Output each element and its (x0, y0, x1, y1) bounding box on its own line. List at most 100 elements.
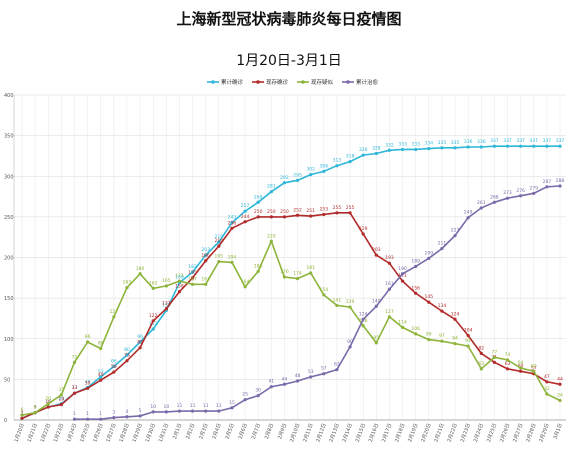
data-point (190, 282, 195, 286)
data-point (427, 337, 431, 342)
x-tick-label: 2月20日 (420, 423, 432, 443)
data-label: 64 (518, 360, 524, 366)
x-tick-label: 1月21日 (27, 423, 39, 443)
data-label: 4 (126, 409, 129, 415)
data-label: 182 (188, 264, 197, 270)
data-label: 167 (201, 276, 210, 282)
data-label: 328 (372, 146, 381, 152)
y-tick-label: 50 (4, 377, 10, 383)
data-point (256, 200, 260, 204)
data-point (33, 411, 37, 415)
data-point (400, 147, 405, 152)
data-label: 24 (557, 393, 563, 399)
data-label: 41 (268, 379, 274, 385)
data-label: 337 (516, 138, 525, 144)
data-label: 250 (254, 209, 263, 215)
data-point (309, 173, 313, 177)
data-label: 112 (149, 321, 158, 327)
data-label: 141 (333, 297, 342, 303)
data-point (243, 220, 247, 224)
data-label: 127 (385, 309, 394, 315)
data-point (414, 291, 418, 295)
x-tick-label: 1月29日 (132, 423, 144, 443)
data-label: 15 (229, 400, 235, 406)
data-label: 97 (439, 333, 445, 339)
data-point (295, 277, 300, 281)
data-label: 114 (398, 319, 407, 325)
data-point (335, 368, 339, 372)
data-point (256, 215, 260, 219)
data-label: 62 (334, 362, 340, 368)
data-label: 313 (333, 158, 342, 164)
data-label: 33 (72, 385, 78, 391)
data-label: 250 (280, 209, 289, 215)
data-label: 195 (215, 254, 224, 260)
x-tick-label: 2月28日 (525, 423, 537, 443)
data-label: 295 (293, 172, 302, 178)
x-tick-label: 2月1日 (172, 423, 183, 440)
data-label: 183 (254, 263, 263, 269)
data-point (453, 233, 457, 238)
data-point (243, 285, 247, 289)
x-tick-label: 2月25日 (486, 423, 498, 443)
data-point (440, 339, 444, 343)
data-label: 158 (175, 284, 184, 290)
data-point (335, 164, 339, 168)
data-label: 287 (543, 179, 552, 185)
data-label: 219 (215, 234, 224, 240)
data-point (414, 332, 418, 336)
data-label: 181 (306, 265, 315, 271)
data-point (427, 300, 431, 304)
data-label: 167 (188, 276, 197, 282)
data-point (374, 341, 378, 345)
legend-label: 现存确诊 (266, 78, 289, 86)
data-point (453, 342, 457, 346)
legend-marker (301, 80, 305, 84)
data-point (348, 345, 352, 349)
data-point (322, 169, 326, 173)
data-label: 60 (531, 363, 537, 369)
data-point (466, 216, 470, 220)
data-point (479, 206, 483, 210)
data-point (72, 391, 77, 395)
data-point (348, 211, 352, 215)
x-tick-label: 2月15日 (355, 423, 367, 443)
x-tick-label: 2月2日 (185, 423, 196, 440)
data-label: 63 (478, 361, 484, 367)
data-point (269, 385, 273, 389)
data-label: 96 (137, 334, 143, 340)
data-label: 281 (267, 184, 276, 190)
data-point (558, 398, 562, 403)
data-label: 9 (34, 405, 37, 411)
x-tick-label: 2月23日 (460, 423, 472, 443)
data-label: 9 (34, 405, 37, 411)
data-label: 95 (373, 335, 379, 341)
data-label: 11 (203, 403, 209, 409)
data-point (151, 286, 155, 290)
series-line (21, 239, 561, 416)
data-point (348, 160, 352, 164)
data-label: 127 (110, 309, 119, 315)
data-label: 255 (333, 205, 342, 211)
data-point (86, 417, 90, 421)
data-label: 220 (267, 233, 276, 239)
data-point (532, 191, 536, 195)
data-label: 30 (255, 388, 261, 394)
data-point (427, 256, 431, 260)
data-point (190, 276, 195, 280)
data-label: 252 (293, 207, 302, 213)
x-tick-label: 2月27日 (512, 423, 524, 443)
data-point (217, 259, 221, 264)
x-tick-label: 1月31日 (158, 423, 170, 443)
data-label: 122 (149, 313, 158, 319)
data-label: 332 (385, 142, 394, 148)
data-label: 203 (372, 247, 381, 253)
legend-marker (256, 80, 260, 84)
data-label: 337 (543, 138, 552, 144)
data-point (282, 382, 287, 386)
data-point (59, 402, 63, 407)
data-point (138, 272, 142, 276)
data-point (230, 226, 234, 230)
data-point (204, 282, 208, 286)
